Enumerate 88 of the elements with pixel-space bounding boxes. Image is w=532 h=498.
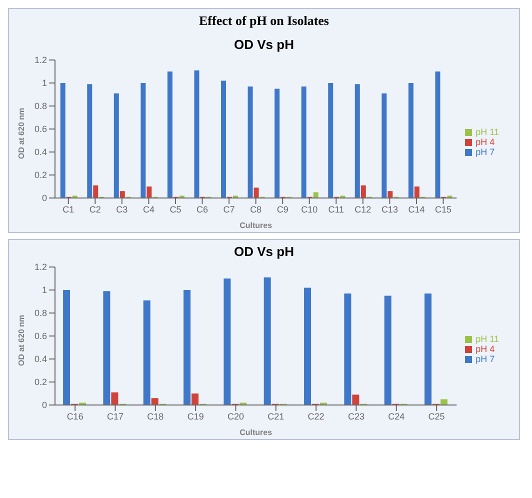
y-tick-label: 0.6 bbox=[34, 124, 47, 134]
chart-title: OD Vs pH bbox=[233, 37, 295, 52]
y-tick-label: 0.6 bbox=[34, 331, 47, 342]
chart-title: OD Vs pH bbox=[233, 244, 295, 259]
bar bbox=[111, 392, 118, 405]
legend-label: pH 11 bbox=[476, 334, 499, 344]
bar bbox=[184, 290, 191, 405]
bar bbox=[424, 293, 432, 405]
bar bbox=[194, 70, 200, 198]
y-tick-label: 1 bbox=[42, 285, 47, 296]
x-tick-label: C4 bbox=[142, 204, 154, 214]
bar bbox=[114, 93, 119, 198]
bar bbox=[382, 93, 387, 198]
y-tick-label: 0.4 bbox=[34, 354, 47, 364]
x-tick-label: C15 bbox=[434, 204, 452, 214]
bar bbox=[143, 300, 150, 405]
x-tick-label: C14 bbox=[408, 204, 425, 214]
bar bbox=[304, 288, 312, 405]
x-tick-label: C21 bbox=[268, 411, 284, 422]
x-tick-label: C22 bbox=[308, 411, 324, 422]
y-axis-title: OD at 620 nm bbox=[16, 314, 26, 366]
x-tick-label: C19 bbox=[187, 411, 204, 422]
x-axis-title: Cultures bbox=[240, 428, 273, 437]
x-tick-label: C1 bbox=[62, 204, 74, 214]
bar bbox=[146, 186, 152, 198]
x-tick-label: C17 bbox=[106, 411, 124, 422]
bar bbox=[93, 185, 98, 198]
legend-label: pH 4 bbox=[476, 344, 495, 354]
bar bbox=[435, 72, 440, 198]
y-tick-label: 1.2 bbox=[34, 262, 47, 272]
legend-label: pH 7 bbox=[476, 354, 495, 364]
bar bbox=[63, 290, 70, 405]
y-tick-label: 1 bbox=[42, 78, 47, 88]
x-tick-label: C20 bbox=[227, 411, 244, 422]
bar bbox=[224, 278, 231, 405]
bar bbox=[354, 84, 360, 198]
bar bbox=[264, 277, 271, 405]
x-axis-title: Cultures bbox=[240, 221, 273, 230]
x-tick-label: C6 bbox=[196, 204, 208, 214]
bar bbox=[360, 185, 366, 198]
x-tick-label: C13 bbox=[381, 204, 398, 214]
x-tick-label: C12 bbox=[354, 204, 372, 214]
bar bbox=[87, 84, 92, 198]
bar bbox=[414, 186, 420, 198]
x-tick-label: C23 bbox=[348, 411, 364, 422]
bar bbox=[408, 83, 414, 198]
bar bbox=[328, 83, 334, 198]
x-tick-label: C16 bbox=[66, 411, 84, 422]
bar bbox=[301, 86, 306, 198]
bar bbox=[344, 293, 352, 405]
y-axis-title: OD at 620 nm bbox=[16, 108, 26, 159]
bar bbox=[384, 296, 392, 405]
y-tick-label: 0 bbox=[42, 193, 47, 204]
y-tick-label: 0.2 bbox=[34, 170, 47, 180]
x-tick-label: C3 bbox=[116, 204, 128, 214]
bar bbox=[167, 72, 172, 198]
x-tick-label: C9 bbox=[276, 204, 288, 214]
bar bbox=[60, 83, 66, 198]
bar bbox=[192, 394, 199, 405]
legend-label: pH 4 bbox=[476, 137, 495, 147]
x-tick-label: C11 bbox=[328, 204, 344, 214]
bar bbox=[352, 394, 360, 405]
x-tick-label: C25 bbox=[428, 411, 445, 422]
bar bbox=[120, 191, 125, 198]
y-tick-label: 0.8 bbox=[34, 308, 47, 318]
y-tick-label: 0 bbox=[42, 400, 47, 410]
bar bbox=[274, 88, 280, 198]
legend-label: pH 11 bbox=[476, 127, 499, 137]
y-tick-label: 1.2 bbox=[34, 55, 47, 66]
x-tick-label: C24 bbox=[388, 411, 405, 422]
x-tick-label: C18 bbox=[147, 411, 164, 422]
legend-label: pH 7 bbox=[476, 147, 495, 157]
y-tick-label: 0.8 bbox=[34, 101, 47, 112]
bar bbox=[151, 398, 158, 405]
bar bbox=[388, 191, 393, 198]
bar bbox=[248, 86, 253, 198]
bar bbox=[140, 83, 146, 198]
bar bbox=[103, 291, 110, 405]
y-tick-label: 0.2 bbox=[34, 377, 47, 388]
y-tick-label: 0.4 bbox=[34, 147, 47, 158]
bar bbox=[221, 80, 226, 198]
text: Effect of pH on Isolates bbox=[198, 12, 330, 30]
x-tick-label: C2 bbox=[89, 204, 101, 214]
x-tick-label: C10 bbox=[301, 204, 318, 214]
x-tick-label: C5 bbox=[170, 204, 182, 214]
x-tick-label: C7 bbox=[223, 204, 235, 214]
bar bbox=[254, 188, 259, 198]
x-tick-label: C8 bbox=[250, 204, 262, 214]
